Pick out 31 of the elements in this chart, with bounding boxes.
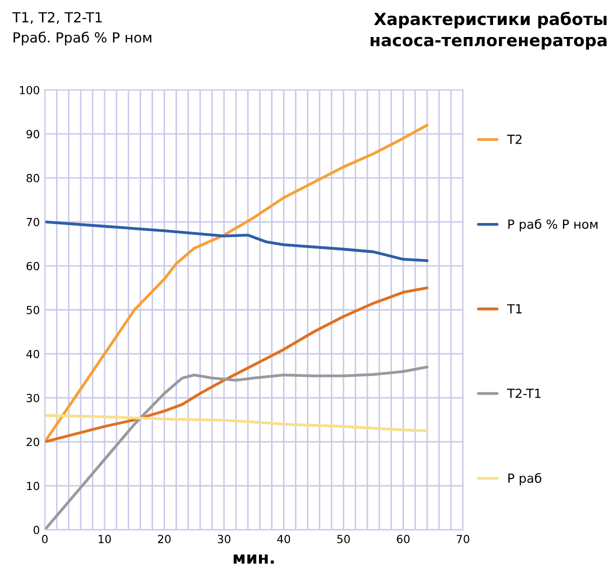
y-tick-label: 100 xyxy=(20,86,40,94)
y-tick-label: 50 xyxy=(26,306,40,314)
legend-label: P раб % P ном xyxy=(508,219,598,232)
x-tick-label: 0 xyxy=(42,534,48,544)
y-tick-label: 40 xyxy=(26,350,40,358)
line-series xyxy=(44,286,429,444)
y-tick-label: 10 xyxy=(27,482,40,490)
x-tick-label: 30 xyxy=(218,534,230,544)
x-tick-label: 60 xyxy=(396,534,410,544)
x-tick-label: 40 xyxy=(277,534,290,544)
y-axis-title: T1, T2, T2-T1 Рраб. Рраб % Р ном xyxy=(12,12,152,46)
legend-label: T2-T1 xyxy=(507,388,541,398)
y-tick-label: 0 xyxy=(34,526,40,534)
y-tick-label: 60 xyxy=(26,262,40,270)
y-tick-label: 20 xyxy=(26,438,40,446)
legend-label: T2 xyxy=(507,134,522,144)
y-tick-label: 80 xyxy=(26,174,40,182)
x-tick-label: 50 xyxy=(337,534,350,544)
x-tick-label: 70 xyxy=(456,534,470,544)
legend-label: T1 xyxy=(507,304,522,314)
x-tick-label: 10 xyxy=(98,534,111,544)
chart-title: Характеристики работы насоса-теплогенератора xyxy=(370,12,607,50)
line-series xyxy=(44,366,429,530)
x-tick-label: 20 xyxy=(158,534,171,544)
x-axis-title: мин. xyxy=(234,554,274,564)
y-tick-label: 30 xyxy=(26,394,40,402)
line-series xyxy=(44,220,429,262)
line-series xyxy=(44,414,429,432)
legend-label: P раб xyxy=(508,473,542,486)
y-tick-label: 90 xyxy=(26,130,40,138)
y-tick-label: 70 xyxy=(26,218,40,226)
